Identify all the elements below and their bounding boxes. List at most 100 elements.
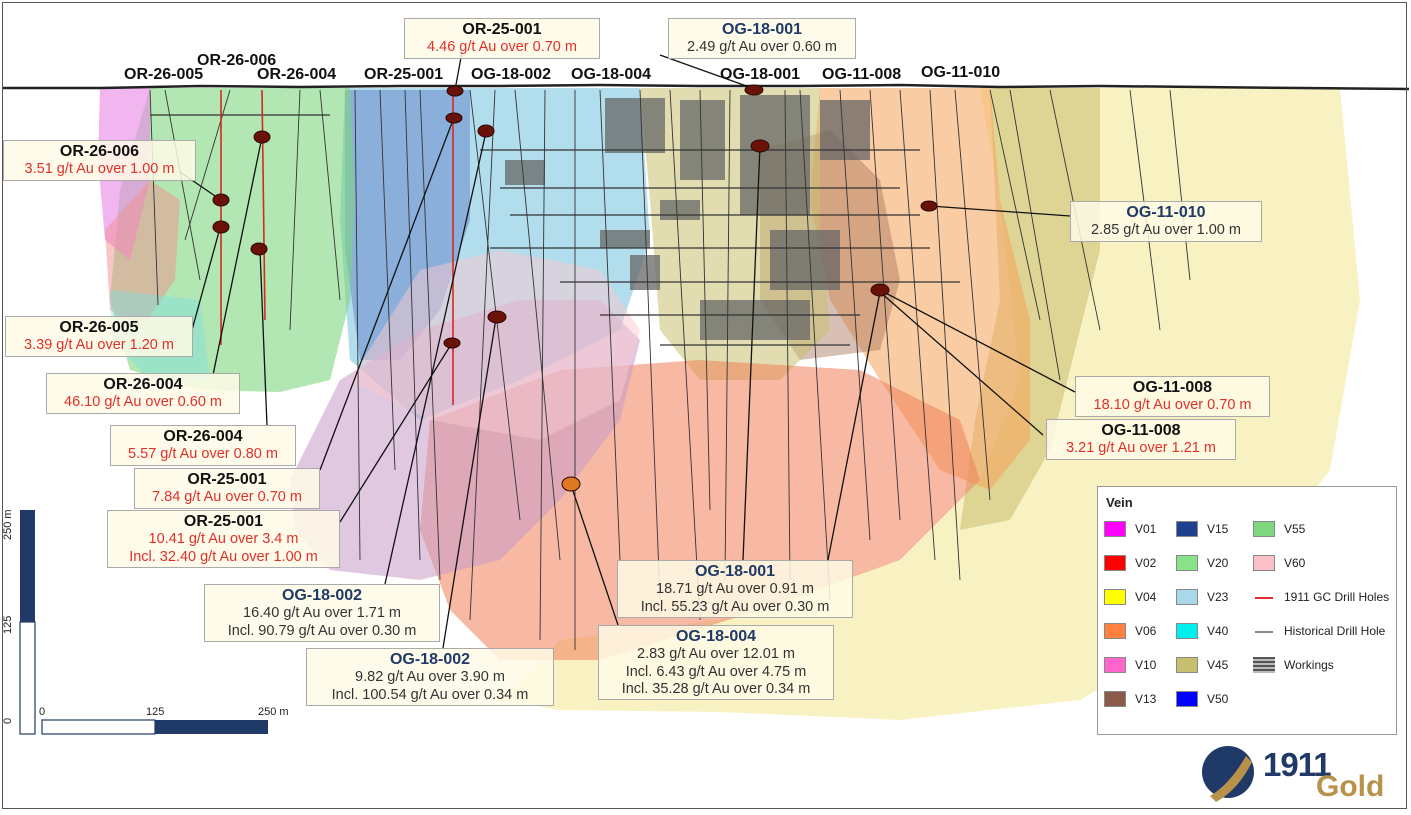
callout-value: 7.84 g/t Au over 0.70 m [152, 489, 302, 506]
callout-value: 3.21 g/t Au over 1.21 m [1066, 440, 1216, 457]
callout-title: OR-26-004 [103, 376, 183, 393]
legend-item: V45 [1176, 656, 1228, 674]
legend-item: V55 [1253, 520, 1305, 538]
collar-label: OG-18-004 [571, 66, 652, 83]
legend-swatch [1104, 623, 1126, 639]
legend-swatch [1176, 521, 1198, 537]
callout-value: 2.83 g/t Au over 12.01 m [637, 646, 795, 663]
legend-item: V50 [1176, 690, 1228, 708]
callout-og18004: OG-18-004 2.83 g/t Au over 12.01 m Incl.… [598, 625, 834, 701]
callout-value: 18.10 g/t Au over 0.70 m [1093, 397, 1252, 414]
legend-label: V02 [1135, 556, 1157, 570]
scale-label: 125 [146, 706, 165, 718]
legend-swatch [1176, 589, 1198, 605]
callout-value: 2.49 g/t Au over 0.60 m [687, 39, 837, 56]
workings [505, 95, 870, 340]
legend-swatch [1176, 657, 1198, 673]
legend-label: V20 [1207, 556, 1229, 570]
historical-drill-holes [149, 89, 1191, 650]
collar-label: OR-25-001 [364, 66, 444, 83]
legend-label: V50 [1207, 692, 1229, 706]
callout-value: 2.85 g/t Au over 1.00 m [1091, 222, 1241, 239]
legend-item: V60 [1253, 554, 1305, 572]
1911-gold-logo: 1911 Gold [1200, 744, 1400, 806]
legend-swatch [1104, 657, 1126, 673]
vertical-scale-bar [19, 510, 36, 735]
collar-label: OG-18-002 [471, 66, 552, 83]
intercept-og11010 [920, 200, 938, 212]
callout-or26004-b: OR-26-004 5.57 g/t Au over 0.80 m [110, 425, 296, 466]
callout-og18002-b: OG-18-002 9.82 g/t Au over 3.90 m Incl. … [306, 648, 554, 706]
legend-swatch [1253, 555, 1275, 571]
callout-value: 16.40 g/t Au over 1.71 m [243, 605, 401, 622]
legend-item: V23 [1176, 588, 1228, 606]
callout-value: 10.41 g/t Au over 3.4 m [148, 531, 299, 548]
legend-label: Workings [1284, 658, 1334, 672]
callout-og11010: OG-11-010 2.85 g/t Au over 1.00 m [1070, 201, 1262, 242]
callout-value: Incl. 90.79 g/t Au over 0.30 m [227, 622, 417, 639]
legend-item: 1911 GC Drill Holes [1253, 588, 1389, 606]
legend-label: V45 [1207, 658, 1229, 672]
collar-label: OR-26-006 [197, 52, 277, 69]
callout-title: OG-18-004 [675, 628, 757, 645]
legend-title: Vein [1106, 495, 1133, 510]
intercept-or26004-b [250, 242, 268, 256]
vein-v02-solid [105, 180, 180, 330]
vein-v60-solid [350, 250, 640, 440]
callout-value: Incl. 32.40 g/t Au over 1.00 m [129, 548, 318, 565]
callout-title: OG-18-002 [281, 587, 363, 604]
callout-title: OR-25-001 [183, 513, 264, 530]
callout-og11008-b: OG-11-008 3.21 g/t Au over 1.21 m [1046, 419, 1236, 460]
legend-swatch [1176, 623, 1198, 639]
legend-swatch [1104, 589, 1126, 605]
callout-title: OR-25-001 [187, 471, 267, 488]
topography-line [2, 83, 1410, 91]
legend-item: V13 [1104, 690, 1156, 708]
legend-label: V60 [1284, 556, 1306, 570]
legend-swatch [1253, 521, 1275, 537]
intercept-og18002-b [487, 310, 507, 324]
legend-item: V02 [1104, 554, 1156, 572]
legend-swatch [1176, 691, 1198, 707]
legend-item: V04 [1104, 588, 1156, 606]
legend-item: Historical Drill Hole [1253, 622, 1385, 640]
callout-og11008-a: OG-11-008 18.10 g/t Au over 0.70 m [1075, 376, 1270, 417]
collar-label: OG-11-008 [822, 66, 902, 83]
intercept-og11008 [870, 283, 890, 297]
legend-item: V10 [1104, 656, 1156, 674]
callout-or25-top: OR-25-001 4.46 g/t Au over 0.70 m [404, 18, 600, 59]
callout-title: OG-11-008 [1132, 379, 1213, 396]
collar-label: OR-26-004 [257, 66, 337, 83]
logo-text-gold: Gold [1316, 770, 1385, 803]
callout-value: 4.46 g/t Au over 0.70 m [427, 39, 577, 56]
logo-text-1911: 1911 [1263, 746, 1332, 783]
intercept-or25-b [445, 112, 463, 124]
legend-label: V10 [1135, 658, 1157, 672]
callout-or26006: OR-26-006 3.51 g/t Au over 1.00 m [3, 140, 196, 181]
legend-swatch [1104, 691, 1126, 707]
collar-label: OG-11-010 [921, 64, 1001, 81]
legend-label: V55 [1284, 522, 1306, 536]
legend-item: V15 [1176, 520, 1228, 538]
callout-og18001-top: OG-18-001 2.49 g/t Au over 0.60 m [668, 18, 856, 59]
legend-line-icon [1253, 589, 1275, 605]
legend-label: Historical Drill Hole [1284, 624, 1386, 638]
legend-label: V13 [1135, 692, 1157, 706]
legend-item: Workings [1253, 656, 1334, 674]
legend-swatch [1176, 555, 1198, 571]
collar-label: OG-18-001 [720, 66, 801, 83]
workings-icon [1253, 657, 1275, 673]
intercepts [212, 84, 938, 492]
logo-mark-icon [1202, 746, 1254, 802]
legend-label: V23 [1207, 590, 1229, 604]
legend-label: V04 [1135, 590, 1157, 604]
legend-item: V40 [1176, 622, 1228, 640]
intercept-or25-c [443, 337, 461, 349]
callout-value: Incl. 55.23 g/t Au over 0.30 m [640, 598, 830, 615]
legend-label: 1911 GC Drill Holes [1284, 590, 1390, 604]
leader-lines [179, 51, 1076, 649]
vertical-scale-label: 250 m [2, 509, 14, 540]
legend-item: V06 [1104, 622, 1156, 640]
intercept-or26005 [212, 220, 230, 234]
